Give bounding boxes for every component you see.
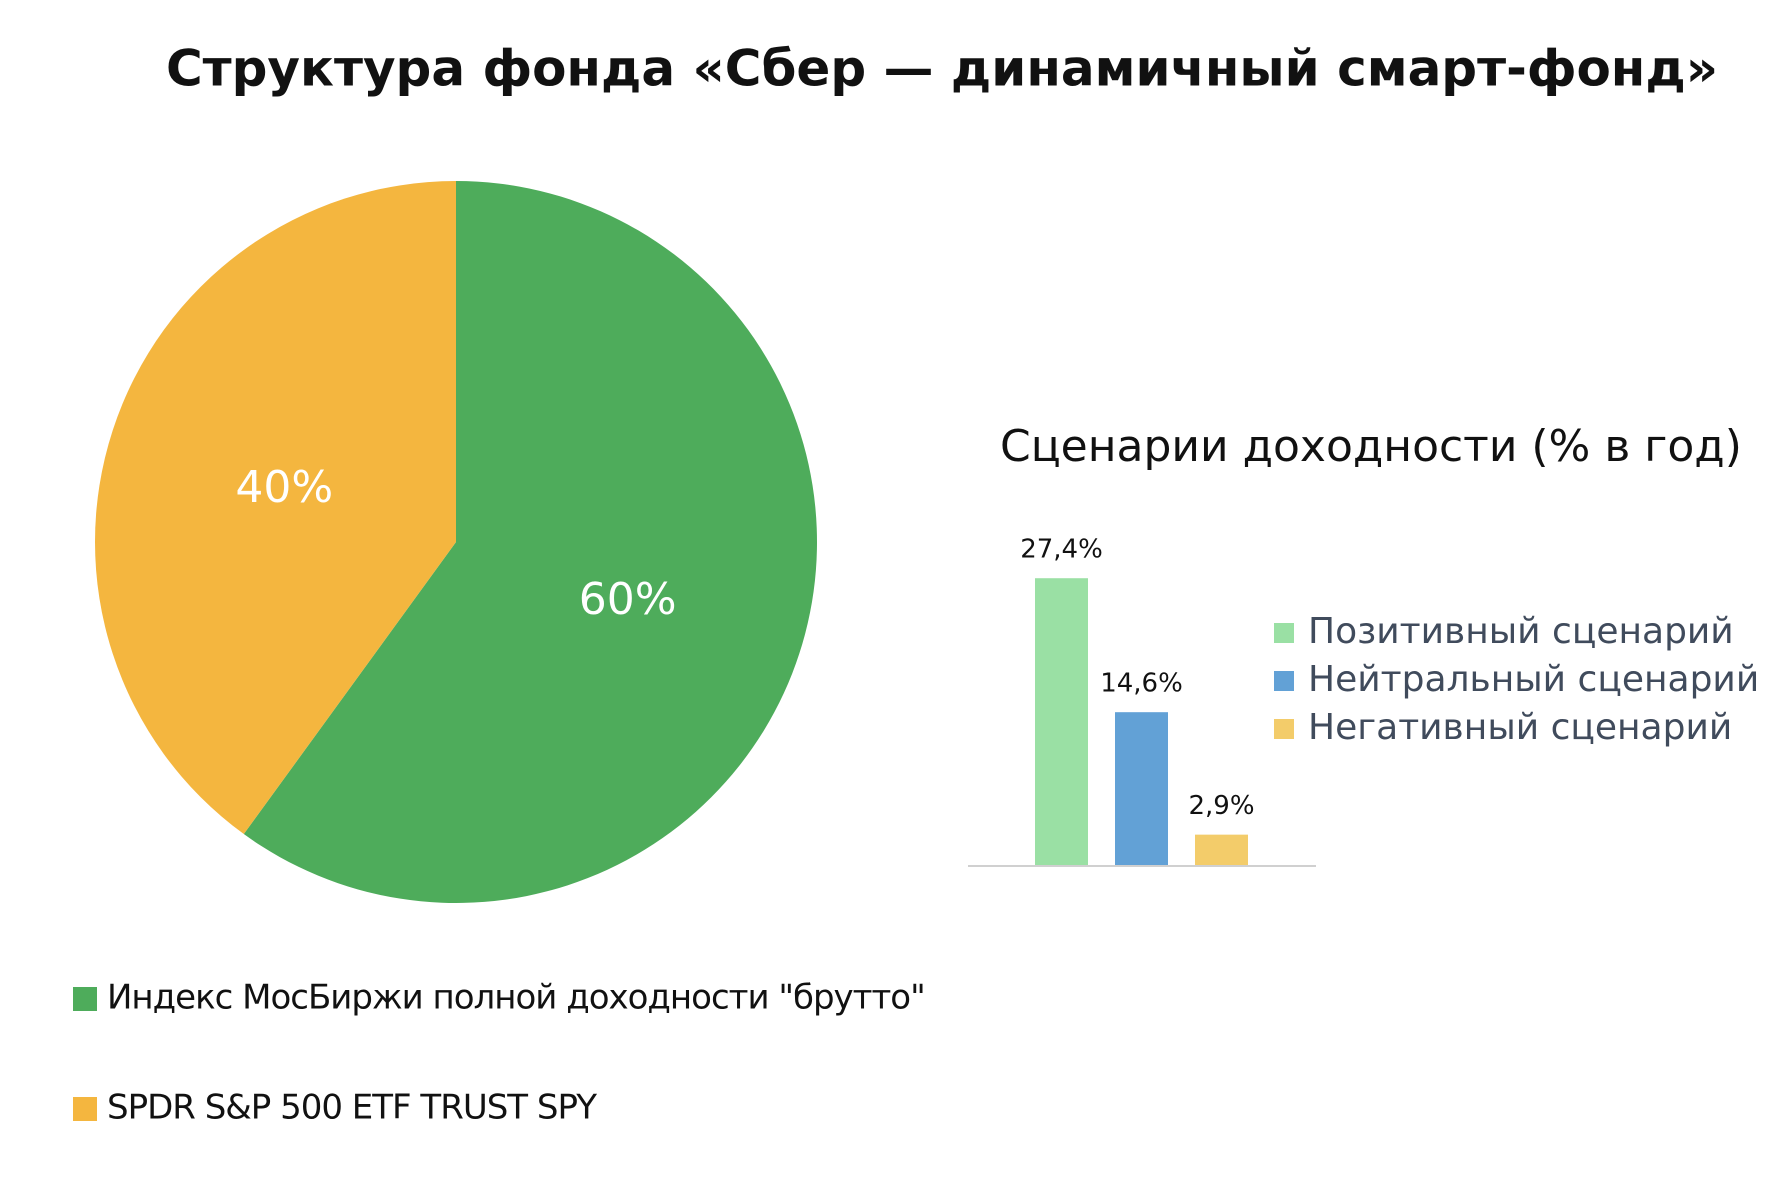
pie-slice bbox=[243, 181, 818, 904]
legend-swatch bbox=[73, 987, 97, 1011]
legend-label: Негативный сценарий bbox=[1308, 707, 1732, 748]
slice-label: 60% bbox=[579, 574, 677, 625]
bar bbox=[1035, 578, 1088, 865]
legend-swatch bbox=[73, 1097, 97, 1121]
legend-swatch bbox=[1274, 719, 1294, 739]
bar-label: 27,4% bbox=[1020, 535, 1103, 565]
legend-label: Нейтральный сценарий bbox=[1308, 659, 1759, 700]
chart-title: Структура фонда «Сбер — динамичный смарт… bbox=[166, 40, 1718, 98]
legend-label: Позитивный сценарий bbox=[1308, 611, 1734, 652]
bar-label: 2,9% bbox=[1188, 791, 1254, 821]
slice-label: 40% bbox=[235, 462, 333, 513]
chart-title: Сценарии доходности (% в год) bbox=[1000, 421, 1742, 472]
pie-slice bbox=[95, 180, 456, 835]
bar-label: 14,6% bbox=[1100, 669, 1183, 699]
bar bbox=[1195, 834, 1248, 865]
legend-swatch bbox=[1274, 671, 1294, 691]
legend-label: SPDR S&P 500 ETF TRUST SPY bbox=[107, 1088, 597, 1128]
bar bbox=[1115, 712, 1168, 865]
legend-swatch bbox=[1274, 623, 1294, 643]
legend-label: Индекс МосБиржи полной доходности "брутт… bbox=[107, 978, 925, 1018]
